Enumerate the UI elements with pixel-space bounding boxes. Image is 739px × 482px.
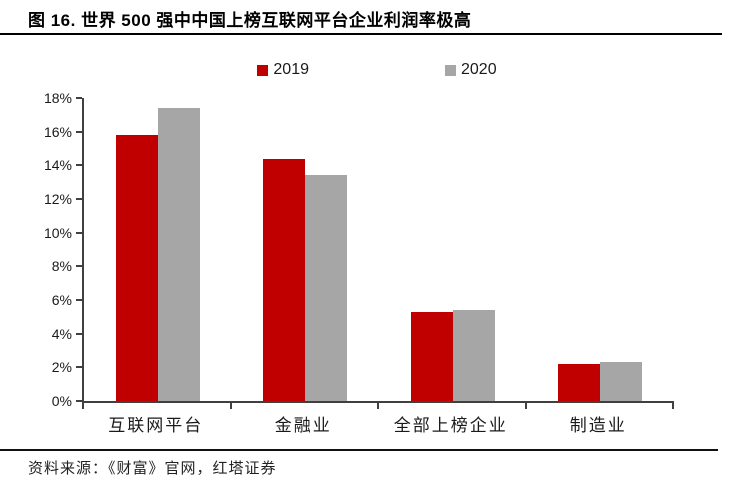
bar-2019-金融业 bbox=[263, 158, 306, 401]
y-axis-label-10: 10% bbox=[43, 224, 72, 241]
y-axis-tick bbox=[76, 400, 82, 402]
legend-swatch-2020 bbox=[445, 64, 456, 76]
bar-2019-全部上榜企业 bbox=[410, 311, 453, 401]
bar-2020-全部上榜企业 bbox=[452, 310, 495, 401]
y-axis-tick bbox=[76, 366, 82, 369]
y-axis-tick bbox=[76, 231, 82, 234]
x-axis-tick bbox=[672, 403, 674, 409]
legend-label: 2020 bbox=[461, 61, 497, 78]
y-axis-label-2: 2% bbox=[51, 359, 72, 376]
legend-entry-2019: 2019 bbox=[257, 61, 309, 79]
y-axis-label-12: 12% bbox=[43, 191, 72, 207]
y-axis-tick bbox=[76, 332, 82, 335]
x-axis-tick bbox=[229, 403, 232, 409]
x-axis-label-互联网平台: 互联网平台 bbox=[108, 416, 204, 435]
y-axis-label-16: 16% bbox=[43, 123, 72, 140]
y-axis-tick bbox=[76, 265, 82, 268]
legend-entry-2020: 2020 bbox=[445, 61, 497, 79]
x-axis-tick bbox=[377, 403, 379, 409]
bar-2020-金融业 bbox=[305, 175, 348, 401]
bar-2019-制造业 bbox=[558, 363, 601, 401]
figure-title: 图 16. 世界 500 强中中国上榜互联网平台企业利润率极高 bbox=[28, 11, 472, 30]
source-note: 资料来源：《财富》官网，红塔证券 bbox=[28, 461, 277, 477]
footer-divider bbox=[0, 449, 718, 451]
y-axis-tick bbox=[76, 130, 82, 133]
x-axis-tick bbox=[524, 403, 527, 409]
x-axis-tick bbox=[82, 403, 84, 409]
bar-2020-互联网平台 bbox=[157, 108, 200, 401]
bar-2020-制造业 bbox=[600, 362, 643, 401]
y-axis-tick bbox=[76, 164, 82, 167]
y-axis-label-18: 18% bbox=[43, 90, 72, 106]
y-axis-tick bbox=[76, 198, 82, 200]
y-axis-label-14: 14% bbox=[43, 157, 72, 174]
x-axis-label-全部上榜企业: 全部上榜企业 bbox=[393, 416, 508, 435]
y-axis-label-0: 0% bbox=[51, 393, 72, 409]
chart-legend: 2019 2020 bbox=[82, 61, 672, 79]
x-axis-label-制造业: 制造业 bbox=[569, 416, 627, 435]
legend-swatch-2019 bbox=[257, 64, 269, 76]
y-axis-tick bbox=[76, 299, 82, 301]
legend-label: 2019 bbox=[273, 61, 309, 78]
y-axis-label-8: 8% bbox=[51, 258, 72, 275]
y-axis-tick bbox=[76, 97, 82, 99]
x-axis-label-金融业: 金融业 bbox=[274, 416, 332, 435]
plot-area bbox=[82, 98, 674, 403]
title-divider bbox=[0, 33, 722, 35]
bar-2019-互联网平台 bbox=[115, 135, 158, 401]
y-axis-label-4: 4% bbox=[51, 325, 72, 342]
y-axis-label-6: 6% bbox=[51, 292, 72, 308]
